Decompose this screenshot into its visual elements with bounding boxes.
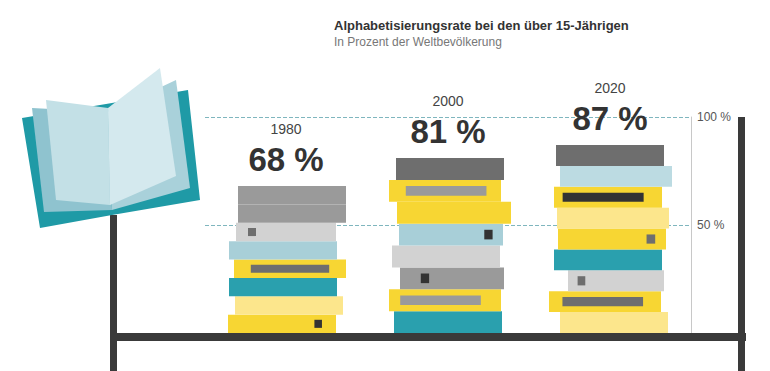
svg-text:2000: 2000: [432, 93, 463, 109]
svg-text:100 %: 100 %: [697, 110, 731, 124]
svg-text:Alphabetisierungsrate bei den: Alphabetisierungsrate bei den über 15-Jä…: [334, 18, 629, 33]
svg-text:2020: 2020: [594, 80, 625, 96]
svg-text:81 %: 81 %: [410, 113, 485, 150]
svg-text:50 %: 50 %: [697, 218, 725, 232]
svg-text:68 %: 68 %: [248, 141, 323, 178]
svg-text:In Prozent der Weltbevölkerung: In Prozent der Weltbevölkerung: [334, 35, 502, 49]
svg-text:1980: 1980: [270, 121, 301, 137]
svg-text:87 %: 87 %: [572, 100, 647, 137]
